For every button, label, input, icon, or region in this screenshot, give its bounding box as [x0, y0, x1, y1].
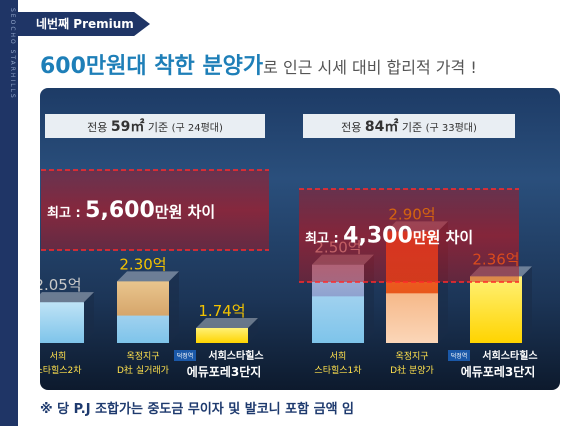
- callout-band: [41, 170, 269, 250]
- category-tag-box: [448, 350, 470, 361]
- chart-header-text: 전용 84㎡ 기준 (구 33평대): [341, 118, 477, 135]
- chart-group-2: 전용 84㎡ 기준 (구 33평대)2.50억서희스타힐스1차2.90억옥정지구…: [299, 114, 538, 379]
- chart-panel: 전용 59㎡ 기준 (구 24평대) 2.05억서희스타힐스2차 2.30억옥정지구…: [40, 88, 560, 390]
- bar-front: [470, 276, 522, 343]
- footnote: ※ 당 P.J 조합가는 중도금 무이자 및 발코니 포함 금액 임: [40, 402, 355, 417]
- category-label-line2: D社 실거래가: [117, 364, 169, 376]
- bar-top: [196, 318, 258, 328]
- bar-2: [117, 271, 179, 343]
- callout-text: 최고 : 5,600만원 차이: [47, 198, 215, 223]
- chart-group-1: 전용 59㎡ 기준 (구 24평대) 2.05억서희스타힐스2차 2.30억옥정지구…: [40, 114, 269, 379]
- callout-amount: 4,300: [343, 224, 413, 249]
- chart-header-part: 전용: [341, 121, 365, 134]
- bar-side: [248, 318, 258, 343]
- chart-header-part: 84㎡: [365, 118, 398, 135]
- bar-value-label: 2.30억: [119, 255, 166, 273]
- category-label-line2: 에듀포레3단지: [187, 364, 262, 379]
- category-label-line1: 옥정지구: [395, 351, 428, 362]
- left-rail: SEOCHO STARHILLS: [0, 0, 18, 426]
- callout-prefix: 최고 :: [47, 206, 85, 221]
- callout-prefix: 최고 :: [305, 232, 343, 247]
- bar-front: [117, 281, 169, 343]
- chart-header-part: 기준: [144, 121, 171, 134]
- bar-1: [40, 292, 94, 343]
- bar-value-label: 1.74억: [198, 302, 245, 320]
- category-label-line1: 서희스타힐스: [208, 349, 263, 362]
- bar-3: [196, 318, 258, 343]
- chart-header-part: 기준: [398, 121, 425, 134]
- chart-svg: 전용 59㎡ 기준 (구 24평대) 2.05억서희스타힐스2차 2.30억옥정지구…: [40, 114, 538, 379]
- bar-side: [169, 271, 179, 343]
- category-tag: 덕정역: [177, 352, 194, 360]
- category-label-line2: 에듀포레3단지: [461, 364, 536, 379]
- chart-header-text: 전용 59㎡ 기준 (구 24평대): [87, 118, 223, 135]
- bar-side: [522, 266, 532, 343]
- category-label-line2: D社 분양가: [390, 364, 434, 376]
- category-label-line1: 서희스타힐스: [482, 349, 537, 362]
- headline-emphasis: 600만원대 착한 분양가: [40, 54, 264, 79]
- headline-rest: 로 인근 시세 대비 합리적 가격 !: [263, 58, 477, 77]
- bar-front: [40, 302, 84, 343]
- bar-top: [40, 292, 94, 303]
- bar-front: [196, 328, 248, 343]
- category-label-line1: 서희: [330, 350, 347, 362]
- bar-top: [117, 271, 179, 282]
- headline: 600만원대 착한 분양가로 인근 시세 대비 합리적 가격 !: [40, 54, 477, 81]
- category-tag: 덕정역: [451, 352, 468, 360]
- callout-suffix: 만원 차이: [413, 229, 473, 247]
- chart-header-box: [45, 114, 265, 138]
- callout-amount: 5,600: [85, 198, 155, 223]
- chart-header-part: 전용: [87, 121, 111, 134]
- category-label-line2: 스타힐스2차: [40, 364, 82, 376]
- chart-header-part: 59㎡: [111, 118, 144, 135]
- category-label-line1: 서희: [50, 350, 67, 362]
- category-tag-box: [174, 350, 196, 361]
- callout-text: 최고 : 4,300만원 차이: [305, 224, 473, 249]
- chart-header-part: (구 33평대): [426, 122, 477, 134]
- brand-vertical-text: SEOCHO STARHILLS: [9, 8, 16, 100]
- premium-badge: 네번째 Premium: [18, 12, 150, 36]
- callout-band: [299, 189, 519, 282]
- chart-header-box: [303, 114, 515, 138]
- bar-value-label: 2.05억: [40, 276, 82, 294]
- chart-header-part: (구 24평대): [172, 122, 223, 134]
- bar-side: [84, 292, 94, 343]
- category-label-line1: 옥정지구: [126, 351, 159, 362]
- callout-suffix: 만원 차이: [155, 203, 215, 221]
- category-label-line2: 스타힐스1차: [314, 364, 362, 376]
